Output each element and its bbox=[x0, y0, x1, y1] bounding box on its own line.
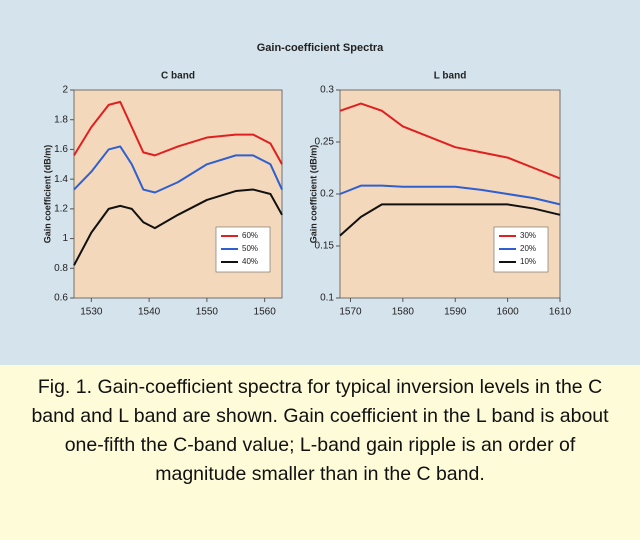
x-tick-label: 1530 bbox=[80, 307, 103, 318]
line bbox=[73, 100, 283, 165]
y-tick-label: 0.1 bbox=[320, 293, 334, 304]
y-tick-label: 0.8 bbox=[54, 263, 68, 274]
y-tick-label: 1.2 bbox=[54, 203, 68, 214]
legend-label: 40% bbox=[242, 257, 258, 266]
legend-label: 30% bbox=[520, 231, 536, 240]
line bbox=[339, 102, 561, 180]
x-tick-label: 1570 bbox=[339, 307, 362, 318]
caption: Fig. 1. Gain-coefficient spectra for typ… bbox=[0, 365, 640, 540]
y-axis-label: Gain coefficient (dB/m) bbox=[308, 145, 318, 244]
y-tick-label: 0.15 bbox=[315, 241, 335, 252]
x-tick-label: 1540 bbox=[138, 307, 161, 318]
x-tick-label: 1550 bbox=[196, 307, 219, 318]
line bbox=[339, 203, 561, 237]
line bbox=[73, 188, 283, 266]
x-tick-label: 1560 bbox=[254, 307, 277, 318]
y-tick-label: 0.2 bbox=[320, 189, 334, 200]
x-tick-label: 1600 bbox=[496, 307, 519, 318]
chart-title: C band bbox=[161, 71, 195, 82]
x-tick-label: 1580 bbox=[392, 307, 415, 318]
figure-title: Gain-coefficient Spectra bbox=[257, 42, 384, 54]
y-tick-label: 0.3 bbox=[320, 85, 334, 96]
charts: Gain-coefficient Spectra C band Gain coef… bbox=[0, 0, 640, 365]
line bbox=[73, 145, 283, 194]
y-tick-label: 1.4 bbox=[54, 174, 68, 185]
legend-label: 20% bbox=[520, 244, 536, 253]
legend-label: 10% bbox=[520, 257, 536, 266]
legend-label: 60% bbox=[242, 231, 258, 240]
x-tick-label: 1590 bbox=[444, 307, 467, 318]
y-tick-label: 1 bbox=[62, 233, 68, 244]
chart-title: L band bbox=[434, 71, 467, 82]
legend-label: 50% bbox=[242, 244, 258, 253]
y-tick-label: 2 bbox=[62, 85, 68, 96]
line bbox=[339, 184, 561, 206]
y-tick-label: 1.8 bbox=[54, 114, 68, 125]
y-tick-label: 1.6 bbox=[54, 144, 68, 155]
y-tick-label: 0.25 bbox=[315, 137, 335, 148]
y-axis-label: Gain coefficient (dB/m) bbox=[42, 145, 52, 244]
y-tick-label: 0.6 bbox=[54, 293, 68, 304]
x-tick-label: 1610 bbox=[549, 307, 572, 318]
